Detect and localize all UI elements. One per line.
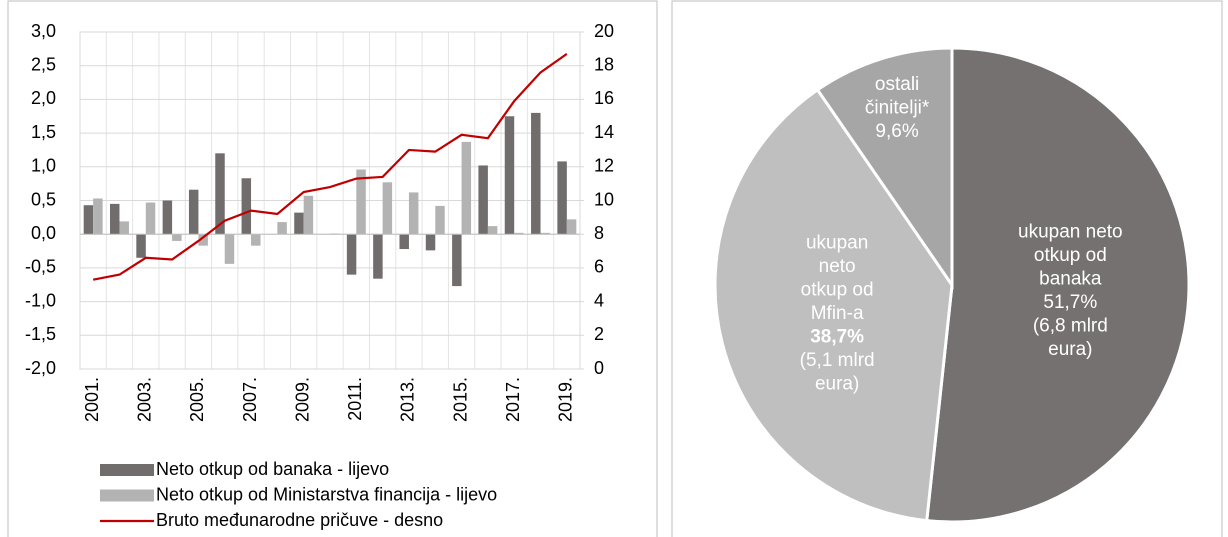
bar	[215, 153, 225, 235]
pie-slice	[713, 87, 954, 523]
slice-label: činitelji*	[865, 97, 930, 118]
bar	[83, 205, 94, 235]
bar	[136, 234, 146, 258]
bar	[294, 212, 304, 235]
pie-slice	[815, 46, 954, 290]
slice-label: neto	[819, 256, 856, 277]
pie-slice	[925, 46, 1191, 524]
slice-label: Mfin-a	[811, 303, 864, 324]
bar	[251, 234, 261, 246]
bar	[504, 116, 515, 235]
bar	[435, 205, 445, 235]
x-tick-label: 2013.	[398, 377, 418, 422]
x-tick-label: 2007.	[240, 377, 260, 422]
bar	[487, 226, 498, 235]
slice-label: (6,8 mlrd	[1033, 316, 1108, 337]
y-tick-label: 1,0	[31, 156, 56, 176]
line-series	[92, 53, 568, 281]
slice-label: eura)	[1048, 339, 1092, 360]
bar	[188, 189, 199, 235]
slice-label: otkup od	[1034, 245, 1107, 266]
legend-label: Bruto međunarodne pričuve - desno	[156, 510, 443, 530]
slice-label: otkup od	[801, 280, 874, 301]
bar	[531, 112, 541, 235]
slice-label: ukupan neto	[1018, 222, 1123, 243]
bar	[566, 219, 577, 235]
y-tick-label: -2,0	[25, 358, 56, 378]
y-tick-label: 2,5	[31, 54, 56, 74]
bar	[478, 165, 488, 235]
legend-label: Neto otkup od Ministarstva financija - l…	[156, 484, 497, 504]
slice-label: ukupan	[806, 233, 868, 254]
bar	[540, 232, 550, 235]
bar	[162, 200, 173, 235]
y2-tick-label: 8	[594, 223, 604, 243]
bar	[452, 234, 462, 287]
y2-tick-label: 14	[594, 122, 614, 142]
bar	[399, 234, 409, 250]
bar	[425, 234, 436, 251]
bar	[145, 202, 156, 235]
bar	[382, 182, 393, 235]
x-tick-label: 2003.	[135, 377, 155, 422]
bar	[224, 234, 235, 264]
bar	[241, 178, 252, 235]
bar	[119, 221, 129, 235]
y-tick-label: -0,5	[25, 257, 56, 277]
bar	[373, 234, 383, 279]
x-tick-label: 2005.	[187, 377, 207, 422]
bar	[408, 192, 419, 235]
y-tick-label: 1,5	[31, 122, 56, 142]
y-tick-label: -1,5	[25, 324, 56, 344]
y2-tick-label: 16	[594, 88, 614, 108]
y-tick-label: 0,5	[31, 189, 56, 209]
x-tick-label: 2009.	[292, 377, 312, 422]
y2-tick-label: 20	[594, 21, 614, 41]
bar	[277, 222, 287, 235]
bar	[303, 195, 314, 235]
slice-label: ostali	[875, 74, 919, 95]
y-tick-label: 0,0	[31, 223, 56, 243]
y2-tick-label: 10	[594, 189, 614, 209]
y2-tick-label: 4	[594, 290, 604, 310]
x-tick-label: 2011.	[345, 377, 365, 421]
y-tick-label: 2,0	[31, 88, 56, 108]
bar	[356, 169, 366, 235]
bar	[110, 203, 120, 235]
bar	[346, 234, 357, 275]
x-tick-label: 2019.	[556, 377, 576, 422]
x-tick-label: 2001.	[82, 377, 102, 422]
y2-tick-label: 6	[594, 257, 604, 277]
bar	[93, 198, 103, 235]
y2-tick-label: 18	[594, 54, 614, 74]
bar	[198, 234, 208, 246]
bar	[557, 161, 567, 235]
slice-label: 51,7%	[1043, 292, 1097, 313]
bar	[514, 232, 524, 235]
slice-label: (5,1 mlrd	[800, 350, 875, 371]
legend-swatch	[100, 489, 154, 502]
x-tick-label: 2015.	[450, 377, 470, 422]
slice-label: eura)	[815, 374, 859, 395]
legend-swatch	[100, 464, 154, 476]
x-tick-label: 2017.	[503, 377, 523, 422]
bar	[461, 141, 472, 235]
y2-tick-label: 12	[594, 156, 614, 176]
bar	[172, 234, 182, 241]
right-panel	[671, 0, 1223, 537]
slice-label: 38,7%	[810, 327, 864, 348]
slice-label: banaka	[1039, 269, 1102, 290]
y2-tick-label: 2	[594, 324, 604, 344]
left-panel	[7, 0, 658, 537]
legend-label: Neto otkup od banaka - lijevo	[156, 459, 389, 479]
y-tick-label: -1,0	[25, 290, 56, 310]
y2-tick-label: 0	[594, 358, 604, 378]
slice-label: 9,6%	[875, 121, 918, 142]
y-tick-label: 3,0	[31, 21, 56, 41]
